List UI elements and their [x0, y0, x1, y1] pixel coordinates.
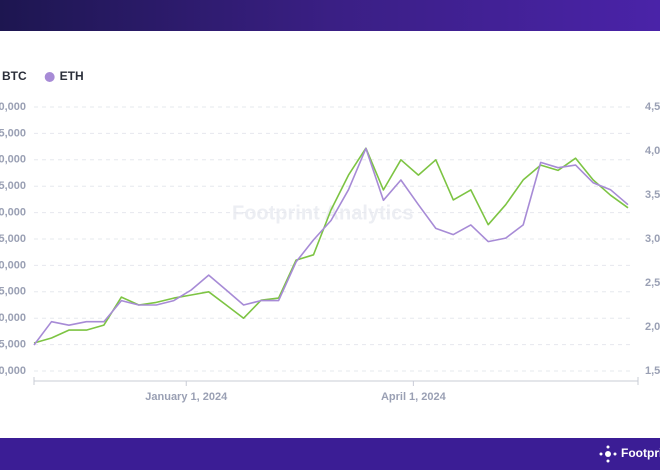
y2-tick-label: 4,000	[645, 145, 660, 157]
y2-tick-label: 2,000	[645, 321, 660, 333]
y-tick-label: 30,000	[0, 365, 26, 377]
y-tick-label: 70,000	[0, 154, 26, 166]
y-tick-label: 55,000	[0, 233, 26, 245]
footer-banner	[0, 438, 660, 470]
x-tick-label: April 1, 2024	[381, 391, 447, 403]
y2-tick-label: 3,000	[645, 233, 660, 245]
y-tick-label: 50,000	[0, 259, 26, 271]
y-tick-label: 40,000	[0, 312, 26, 324]
legend: BTC ETH	[2, 69, 84, 83]
x-tick-label: January 1, 2024	[145, 391, 228, 403]
legend-label: ETH	[60, 69, 84, 83]
series-line	[33, 147, 629, 346]
header-banner	[0, 0, 660, 31]
brand-name: Footprint	[621, 446, 660, 460]
y2-tick-label: 3,500	[645, 189, 660, 201]
watermark: Footprint Analytics	[232, 202, 413, 224]
y-tick-label: 45,000	[0, 286, 26, 298]
y-tick-label: 80,000	[0, 101, 26, 113]
y2-tick-label: 1,500	[645, 365, 660, 377]
y2-tick-label: 2,500	[645, 277, 660, 289]
y-tick-label: 60,000	[0, 207, 26, 219]
legend-label: BTC	[2, 69, 27, 83]
series-line	[33, 147, 629, 344]
y-tick-label: 75,000	[0, 127, 26, 139]
y-tick-label: 35,000	[0, 339, 26, 351]
y2-tick-label: 4,500	[645, 101, 660, 113]
brand-logo	[599, 445, 617, 463]
legend-marker	[44, 72, 55, 82]
y-tick-label: 65,000	[0, 180, 26, 192]
